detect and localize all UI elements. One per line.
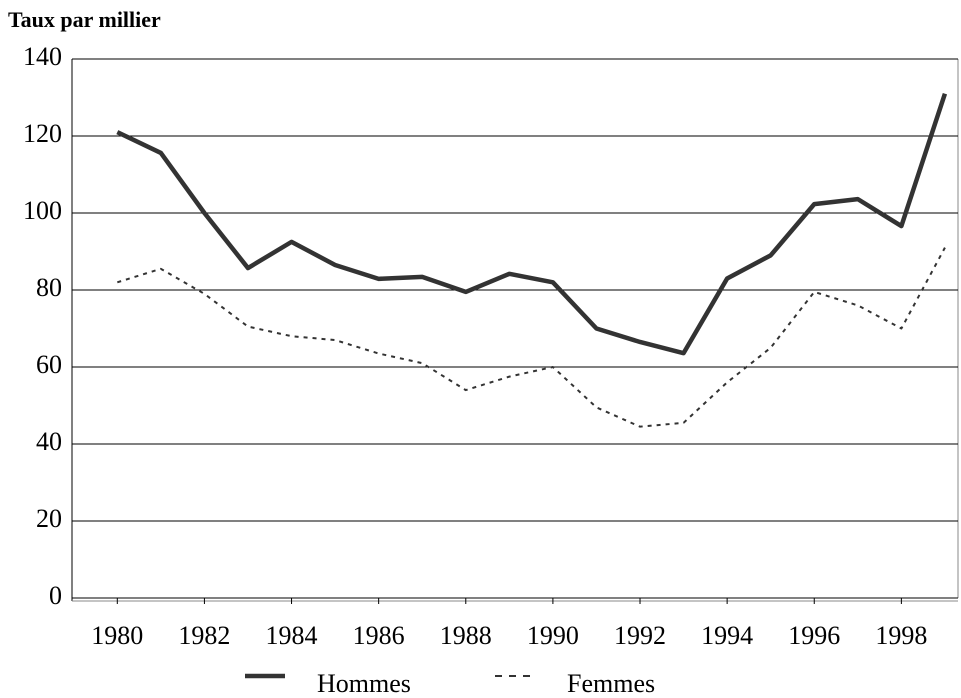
y-tick-label: 0 — [49, 581, 62, 610]
series-line — [116, 92, 948, 356]
y-tick-label: 100 — [23, 196, 62, 225]
x-tick-label: 1994 — [701, 621, 753, 650]
chart-title: Taux par millier — [8, 7, 161, 32]
legend-label: Hommes — [317, 669, 411, 698]
x-tick-label: 1992 — [614, 621, 666, 650]
y-tick-label: 20 — [36, 504, 62, 533]
x-tick-label: 1982 — [178, 621, 230, 650]
y-tick-label: 120 — [23, 119, 62, 148]
y-tick-label: 60 — [36, 350, 62, 379]
x-tick-label: 1990 — [527, 621, 579, 650]
y-tick-label: 140 — [23, 42, 62, 71]
x-tick-label: 1980 — [91, 621, 143, 650]
x-tick-label: 1996 — [788, 621, 840, 650]
x-tick-label: 1988 — [440, 621, 492, 650]
x-tick-label: 1998 — [875, 621, 927, 650]
y-tick-label: 80 — [36, 273, 62, 302]
x-tick-label: 1984 — [266, 621, 318, 650]
legend-label: Femmes — [567, 669, 655, 698]
y-tick-label: 40 — [36, 427, 62, 456]
series-line — [117, 247, 946, 428]
x-tick-label: 1986 — [353, 621, 405, 650]
